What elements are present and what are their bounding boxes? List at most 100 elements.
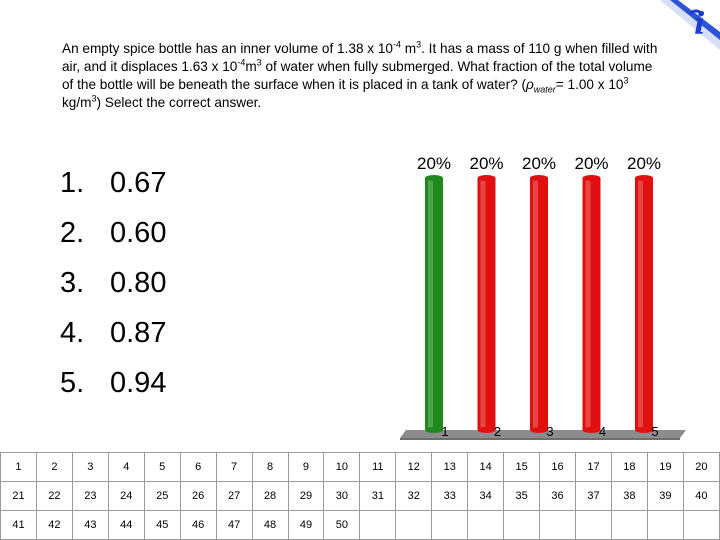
answer-option[interactable]: 5. 0.94 xyxy=(60,358,166,408)
response-grid-cell: 28 xyxy=(251,481,289,511)
answer-list: 1. 0.67 2. 0.60 3. 0.80 4. 0.87 5. 0.94 xyxy=(60,158,166,408)
response-grid-cell xyxy=(359,510,397,540)
response-grid-cell: 11 xyxy=(359,452,397,482)
response-grid-cell: 22 xyxy=(35,481,73,511)
response-grid-cell: 1 xyxy=(0,452,37,482)
response-grid-cell: 30 xyxy=(323,481,361,511)
response-grid-cell: 50 xyxy=(323,510,361,540)
chart-bar-cap xyxy=(582,175,601,181)
chart-bar-cap xyxy=(530,175,548,181)
response-grid-cell: 26 xyxy=(179,481,217,511)
response-grid-cell xyxy=(503,510,541,540)
svg-text:i: i xyxy=(694,7,705,42)
response-grid-cell xyxy=(431,510,469,540)
response-grid-cell: 32 xyxy=(395,481,433,511)
response-grid-cell: 3 xyxy=(71,452,109,482)
answer-number: 3. xyxy=(60,267,85,299)
response-grid-cell: 19 xyxy=(646,452,684,482)
chart-bar-highlight xyxy=(638,178,643,430)
answer-option[interactable]: 2. 0.60 xyxy=(60,208,166,258)
question-text: An empty spice bottle has an inner volum… xyxy=(62,39,658,110)
response-grid-cell: 43 xyxy=(71,510,109,540)
response-grid-cell: 14 xyxy=(467,452,505,482)
response-grid-cell: 37 xyxy=(575,481,612,511)
response-grid-cell: 12 xyxy=(395,452,433,482)
response-grid-cell: 23 xyxy=(71,481,109,511)
chart-bar-cap xyxy=(635,175,653,181)
response-grid: 1 2 3 4 5 6 7 8 9 10 11 12 13 14 15 16 17 18 19 20 21 22 23 24 2… xyxy=(0,452,720,540)
answer-text: 0.94 xyxy=(110,367,167,399)
chart-bar-highlight xyxy=(428,178,433,430)
response-grid-cell: 16 xyxy=(539,452,576,482)
response-grid-cell: 49 xyxy=(287,510,325,540)
answer-number: 1. xyxy=(60,167,85,199)
response-grid-cell xyxy=(539,510,576,540)
chart-bar xyxy=(425,178,443,430)
answer-option[interactable]: 3. 0.80 xyxy=(60,258,166,308)
response-grid-cell xyxy=(395,510,433,540)
chart-value-label: 20% xyxy=(417,154,451,173)
response-grid-cell: 6 xyxy=(179,452,217,482)
chart-category-label: 2 xyxy=(494,424,501,439)
response-grid-row: 1 2 3 4 5 6 7 8 9 10 11 12 13 14 15 16 17 18 19 20 xyxy=(0,452,720,482)
response-grid-cell: 29 xyxy=(287,481,325,511)
response-grid-cell: 44 xyxy=(107,510,145,540)
response-grid-cell: 41 xyxy=(0,510,37,540)
response-grid-cell: 10 xyxy=(323,452,361,482)
answer-option[interactable]: 4. 0.87 xyxy=(60,308,166,358)
chart-category-label: 4 xyxy=(599,424,606,439)
chart-value-label: 20% xyxy=(469,154,503,173)
chart-category-label: 5 xyxy=(651,424,658,439)
chart-bar-bottom xyxy=(477,427,496,433)
response-grid-cell: 34 xyxy=(467,481,505,511)
response-chart: 20% 1 20% 2 20% 3 20% 4 20% 5 xyxy=(400,154,686,440)
chart-category-label: 3 xyxy=(546,424,553,439)
response-grid-cell: 27 xyxy=(215,481,253,511)
response-grid-cell: 13 xyxy=(431,452,469,482)
response-grid-cell xyxy=(610,510,648,540)
answer-number: 2. xyxy=(60,217,85,249)
chart-bar xyxy=(477,178,496,430)
response-grid-cell: 39 xyxy=(646,481,684,511)
chart-bar-highlight xyxy=(480,178,486,430)
response-grid-cell: 45 xyxy=(143,510,181,540)
chart-bar-cap xyxy=(477,175,496,181)
chart-value-label: 20% xyxy=(574,154,608,173)
answer-text: 0.60 xyxy=(110,217,167,249)
chart-bar-highlight xyxy=(533,178,538,430)
response-grid-cell: 46 xyxy=(179,510,217,540)
response-grid-row: 41 42 43 44 45 46 47 48 49 50 xyxy=(0,510,720,540)
response-grid-row: 21 22 23 24 25 26 27 28 29 30 31 32 33 34 35 36 37 38 39 40 xyxy=(0,481,720,511)
response-grid-cell: 15 xyxy=(503,452,541,482)
response-grid-cell: 42 xyxy=(35,510,73,540)
response-grid-cell: 24 xyxy=(107,481,145,511)
response-grid-cell: 33 xyxy=(431,481,469,511)
response-grid-cell: 5 xyxy=(143,452,181,482)
answer-number: 4. xyxy=(60,317,85,349)
response-grid-cell: 20 xyxy=(682,452,720,482)
response-grid-cell: 4 xyxy=(107,452,145,482)
chart-bar xyxy=(582,178,601,430)
response-grid-cell: 2 xyxy=(35,452,73,482)
response-grid-cell: 36 xyxy=(539,481,576,511)
chart-bar-highlight xyxy=(585,178,591,430)
response-grid-cell: 18 xyxy=(610,452,648,482)
chart-bar xyxy=(530,178,548,430)
response-grid-cell xyxy=(575,510,612,540)
chart-bar-bottom xyxy=(425,427,443,433)
answer-option[interactable]: 1. 0.67 xyxy=(60,158,166,208)
chart-base xyxy=(400,430,686,438)
response-grid-cell: 48 xyxy=(251,510,289,540)
chart-bar-bottom xyxy=(582,427,601,433)
response-grid-cell: 35 xyxy=(503,481,541,511)
chart-bar-bottom xyxy=(530,427,548,433)
answer-text: 0.67 xyxy=(110,167,167,199)
answer-number: 5. xyxy=(60,367,85,399)
response-grid-cell: 7 xyxy=(215,452,253,482)
response-grid-cell xyxy=(682,510,720,540)
response-grid-cell xyxy=(467,510,505,540)
response-grid-cell: 38 xyxy=(610,481,648,511)
answer-text: 0.80 xyxy=(110,267,167,299)
response-grid-cell xyxy=(646,510,684,540)
chart-category-label: 1 xyxy=(441,424,448,439)
